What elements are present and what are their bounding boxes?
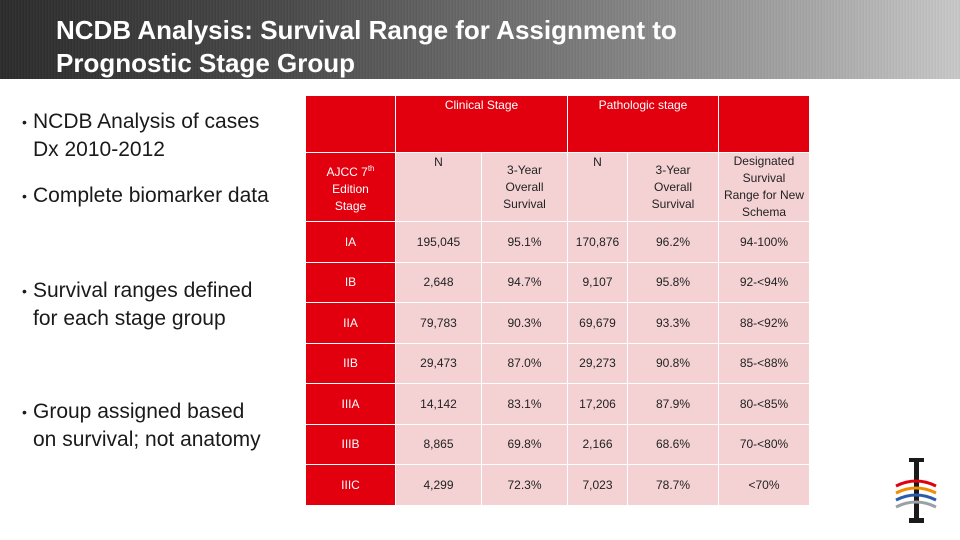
bullet-text: Dx 2010-2012 (33, 138, 165, 161)
blank-header-cell (718, 95, 810, 153)
bullet-text: on survival; not anatomy (33, 428, 261, 451)
table-row: IIIB 8,865 69.8% 2,166 68.6% 70-<80% (305, 423, 810, 465)
clinical-survival-cell: 90.3% (481, 302, 568, 344)
table-row: IB 2,648 94.7% 9,107 95.8% 92-<94% (305, 261, 810, 303)
designated-range-cell: 94-100% (718, 221, 810, 263)
table-row: IIA 79,783 90.3% 69,679 93.3% 88-<92% (305, 302, 810, 344)
stage-header-line3: Stage (334, 198, 367, 213)
pathologic-survival-cell: 87.9% (627, 383, 719, 425)
designated-range-cell: 70-<80% (718, 423, 810, 465)
bullet-item: • NCDB Analysis of cases Dx 2010-2012 (22, 108, 312, 164)
stage-cell: IB (305, 261, 396, 303)
clinical-n-cell: 14,142 (395, 383, 482, 425)
pathologic-stage-header: Pathologic stage (567, 95, 719, 153)
table-row: IIB 29,473 87.0% 29,273 90.8% 85-<88% (305, 342, 810, 384)
clinical-n-cell: 79,783 (395, 302, 482, 344)
pathologic-survival-cell: 96.2% (627, 221, 719, 263)
clinical-n-cell: 8,865 (395, 423, 482, 465)
pathologic-n-cell: 9,107 (567, 261, 628, 303)
clinical-n-cell: 29,473 (395, 342, 482, 384)
header-line: Overall (653, 179, 692, 194)
bullet-text: Complete biomarker data (33, 184, 269, 207)
pathologic-survival-header: 3-Year Overall Survival (627, 152, 719, 222)
clinical-survival-cell: 83.1% (481, 383, 568, 425)
stage-cell: IIIA (305, 383, 396, 425)
bullet-item: • Survival ranges defined for each stage… (22, 277, 312, 333)
clinical-survival-cell: 95.1% (481, 221, 568, 263)
bullet-text: for each stage group (33, 307, 226, 330)
pathologic-n-header: N (567, 152, 628, 222)
table-group-header-row: Clinical Stage Pathologic stage (305, 95, 810, 153)
stage-cell: IIB (305, 342, 396, 384)
pathologic-survival-cell: 95.8% (627, 261, 719, 303)
slide-title: NCDB Analysis: Survival Range for Assign… (56, 14, 916, 80)
survival-table: Clinical Stage Pathologic stage AJCC 7th… (305, 95, 810, 506)
header-line: Overall (505, 179, 544, 194)
pathologic-n-cell: 69,679 (567, 302, 628, 344)
pathologic-survival-cell: 93.3% (627, 302, 719, 344)
header-line: Survival (651, 196, 695, 211)
bullet-dot-icon: • (22, 114, 27, 130)
slide-title-line2: Prognostic Stage Group (56, 48, 356, 78)
stage-cell: IIIB (305, 423, 396, 465)
designated-range-cell: 80-<85% (718, 383, 810, 425)
clinical-survival-cell: 72.3% (481, 464, 568, 506)
pathologic-n-cell: 7,023 (567, 464, 628, 506)
table-row: IIIC 4,299 72.3% 7,023 78.7% <70% (305, 464, 810, 506)
ajcc-logo-icon (895, 458, 937, 523)
pathologic-survival-cell: 78.7% (627, 464, 719, 506)
pathologic-n-cell: 29,273 (567, 342, 628, 384)
pathologic-n-cell: 17,206 (567, 383, 628, 425)
clinical-n-cell: 195,045 (395, 221, 482, 263)
bullet-dot-icon: • (22, 283, 27, 299)
designated-range-cell: 85-<88% (718, 342, 810, 384)
clinical-n-cell: 4,299 (395, 464, 482, 506)
stage-column-header: AJCC 7th Edition Stage (305, 152, 396, 222)
pathologic-survival-cell: 90.8% (627, 342, 719, 384)
clinical-survival-header: 3-Year Overall Survival (481, 152, 568, 222)
stage-header-line2: Edition (332, 181, 369, 196)
bullet-text: Survival ranges defined (33, 279, 253, 302)
header-line: Designated Survival (733, 154, 795, 185)
pathologic-survival-cell: 68.6% (627, 423, 719, 465)
header-line: Range for New (723, 188, 805, 202)
bullet-dot-icon: • (22, 404, 27, 420)
clinical-stage-header: Clinical Stage (395, 95, 568, 153)
slide-title-line1: NCDB Analysis: Survival Range for Assign… (56, 15, 677, 45)
clinical-survival-cell: 87.0% (481, 342, 568, 384)
clinical-n-header: N (395, 152, 482, 222)
table-row: IIIA 14,142 83.1% 17,206 87.9% 80-<85% (305, 383, 810, 425)
bullet-dot-icon: • (22, 188, 27, 204)
designated-range-cell: 92-<94% (718, 261, 810, 303)
designated-range-header: Designated Survival Range for New Schema (718, 152, 810, 222)
pathologic-n-cell: 170,876 (567, 221, 628, 263)
pathologic-n-cell: 2,166 (567, 423, 628, 465)
clinical-survival-cell: 69.8% (481, 423, 568, 465)
stage-cell: IIA (305, 302, 396, 344)
designated-range-cell: 88-<92% (718, 302, 810, 344)
header-line: 3-Year (655, 162, 691, 177)
header-line: Schema (741, 205, 787, 219)
table-row: IA 195,045 95.1% 170,876 96.2% 94-100% (305, 221, 810, 263)
bullet-text: NCDB Analysis of cases (33, 110, 260, 133)
stage-cell: IA (305, 221, 396, 263)
header-line: Survival (503, 196, 546, 211)
stage-header-sup: th (367, 163, 375, 173)
table-body: IA 195,045 95.1% 170,876 96.2% 94-100% IB 2,648… (305, 221, 810, 506)
bullet-item: • Group assigned based on survival; not … (22, 398, 312, 454)
bullet-item: • Complete biomarker data (22, 182, 312, 210)
stage-cell: IIIC (305, 464, 396, 506)
title-bar (0, 0, 960, 79)
table-column-header-row: AJCC 7th Edition Stage N 3-Year Overall … (305, 152, 810, 222)
clinical-survival-cell: 94.7% (481, 261, 568, 303)
clinical-n-cell: 2,648 (395, 261, 482, 303)
header-line: 3-Year (507, 162, 542, 177)
blank-header-cell (305, 95, 396, 153)
bullet-text: Group assigned based (33, 400, 245, 423)
designated-range-cell: <70% (718, 464, 810, 506)
stage-header-line1: AJCC 7 (326, 164, 368, 179)
